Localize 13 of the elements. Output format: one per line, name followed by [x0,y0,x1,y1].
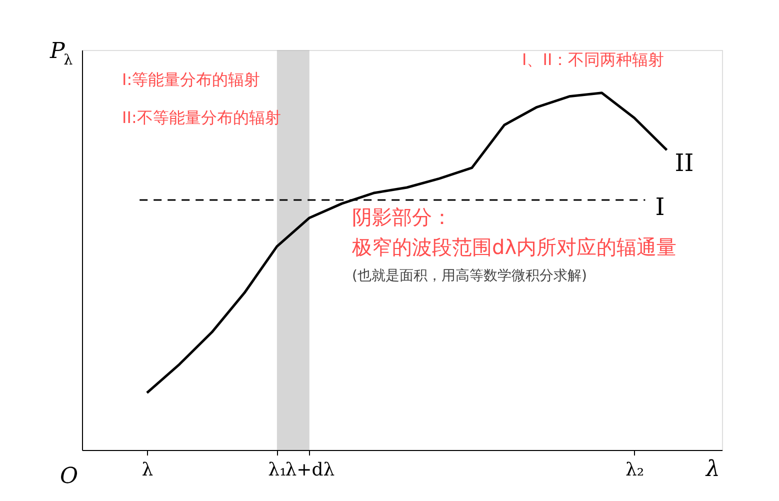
text: O [60,464,78,489]
annotation: II:不等能量分布的辐射 [122,108,281,127]
annotation: 阴影部分： [352,205,452,229]
text: I:等能量分布的辐射 [122,70,260,89]
x-tick-label: λ [142,460,154,480]
annotation: (也就是面积，用高等数学微积分求解) [352,268,587,284]
series-label: II [674,149,694,177]
x-tick-label: λ+dλ [285,460,335,480]
x-tick-label: λ₁ [268,460,287,480]
annotation: 极窄的波段范围dλ内所对应的辐通量 [351,235,677,259]
ref-line-label: I [655,193,665,221]
x-tick-label: λ₂ [625,460,644,480]
text: I、II：不同两种辐射 [522,50,664,69]
